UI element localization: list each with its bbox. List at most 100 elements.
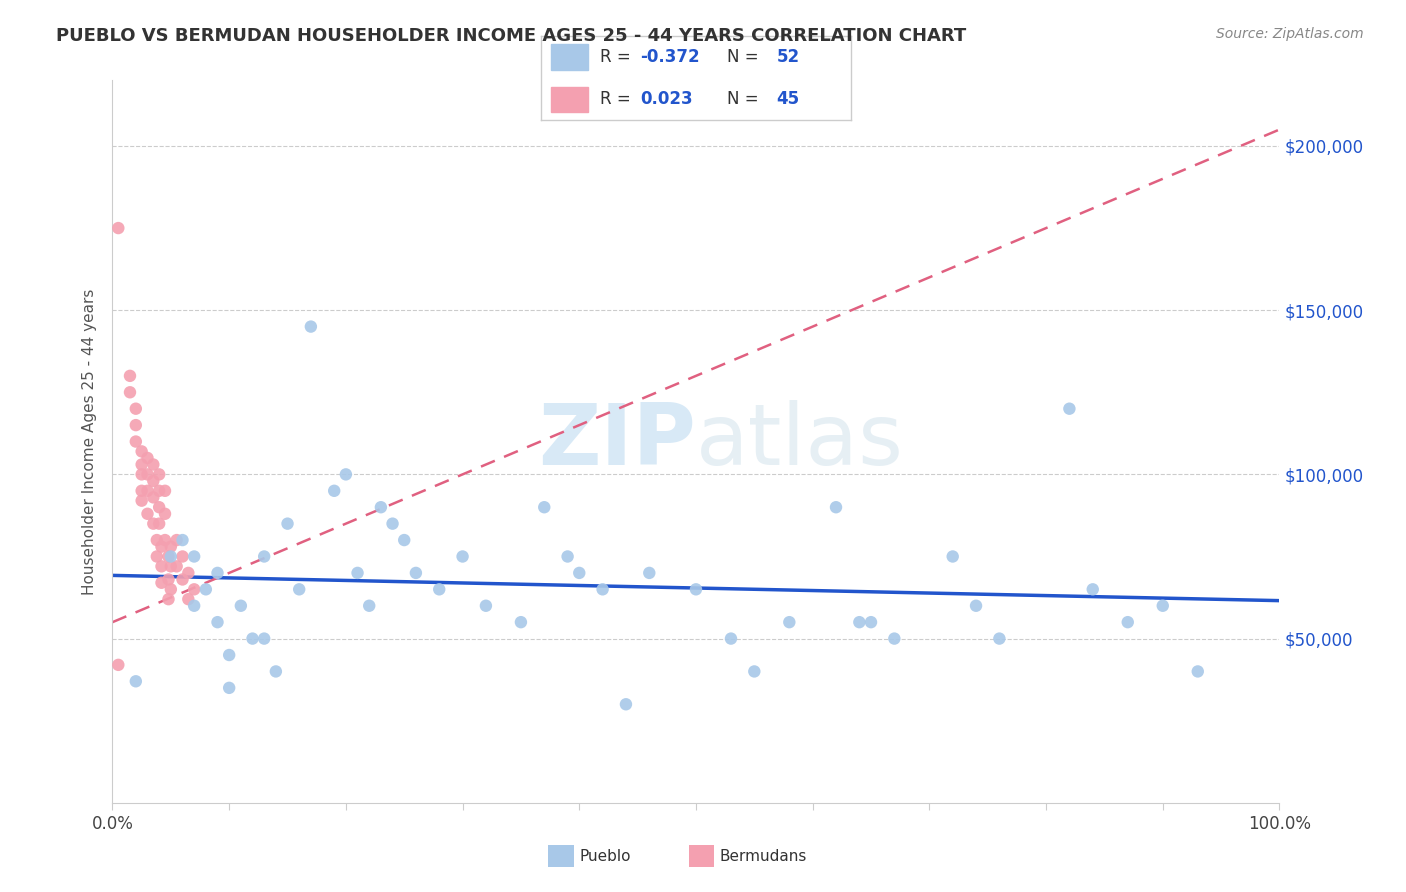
Point [150, 575, 173, 590]
Point [125, 434, 148, 449]
Point [160, 540, 183, 554]
Point [160, 582, 183, 597]
Point [194, 582, 217, 597]
Point [557, 549, 579, 564]
Point [183, 582, 205, 597]
Point [988, 632, 1011, 646]
Point [533, 500, 555, 515]
Point [1081, 582, 1104, 597]
Text: 45: 45 [776, 90, 800, 108]
Point [288, 582, 311, 597]
Point [744, 665, 766, 679]
Point [131, 493, 153, 508]
Point [125, 418, 148, 433]
Point [136, 450, 159, 465]
Point [172, 533, 194, 547]
Point [118, 368, 141, 383]
Point [160, 549, 183, 564]
Point [177, 592, 200, 607]
Bar [551, 87, 588, 112]
Point [207, 566, 229, 580]
Point [1152, 599, 1174, 613]
Point [299, 319, 322, 334]
Point [131, 483, 153, 498]
Point [153, 483, 176, 498]
Text: atlas: atlas [696, 400, 904, 483]
Bar [551, 45, 588, 70]
Point [1187, 665, 1209, 679]
Point [125, 674, 148, 689]
Point [148, 467, 170, 482]
Text: N =: N = [727, 48, 763, 66]
Text: R =: R = [600, 90, 636, 108]
Point [720, 632, 742, 646]
Point [131, 444, 153, 458]
Point [107, 221, 129, 235]
Point [264, 665, 287, 679]
Text: N =: N = [727, 90, 763, 108]
Point [183, 549, 205, 564]
Point [150, 559, 173, 574]
Point [942, 549, 965, 564]
Point [107, 657, 129, 672]
Text: Bermudans: Bermudans [720, 849, 807, 863]
Text: PUEBLO VS BERMUDAN HOUSEHOLDER INCOME AGES 25 - 44 YEARS CORRELATION CHART: PUEBLO VS BERMUDAN HOUSEHOLDER INCOME AG… [56, 27, 966, 45]
Point [394, 533, 416, 547]
Point [136, 507, 159, 521]
Point [131, 467, 153, 482]
Point [153, 533, 176, 547]
Point [883, 632, 905, 646]
Point [638, 566, 661, 580]
Point [218, 681, 240, 695]
Point [157, 549, 180, 564]
Point [207, 615, 229, 630]
Text: ZIP: ZIP [538, 400, 696, 483]
Point [166, 559, 188, 574]
Point [475, 599, 498, 613]
Point [142, 474, 165, 488]
Point [370, 500, 392, 515]
Point [253, 549, 276, 564]
Point [142, 458, 165, 472]
Point [860, 615, 883, 630]
Point [160, 559, 183, 574]
Point [148, 516, 170, 531]
Point [146, 533, 169, 547]
Point [131, 458, 153, 472]
Text: Pueblo: Pueblo [579, 849, 631, 863]
Point [172, 573, 194, 587]
Point [381, 516, 404, 531]
Point [335, 467, 357, 482]
Point [157, 592, 180, 607]
Point [125, 401, 148, 416]
Point [427, 582, 450, 597]
Point [118, 385, 141, 400]
Point [150, 540, 173, 554]
Point [276, 516, 298, 531]
Point [359, 599, 381, 613]
Point [146, 549, 169, 564]
Text: R =: R = [600, 48, 636, 66]
Point [177, 566, 200, 580]
Point [166, 533, 188, 547]
Point [136, 483, 159, 498]
Text: Source: ZipAtlas.com: Source: ZipAtlas.com [1216, 27, 1364, 41]
Y-axis label: Householder Income Ages 25 - 44 years: Householder Income Ages 25 - 44 years [82, 288, 97, 595]
Point [778, 615, 800, 630]
Text: -0.372: -0.372 [640, 48, 700, 66]
Point [148, 500, 170, 515]
Point [157, 573, 180, 587]
Point [614, 698, 637, 712]
Point [825, 500, 848, 515]
Point [153, 507, 176, 521]
Point [136, 467, 159, 482]
Point [592, 582, 614, 597]
Point [218, 648, 240, 662]
Point [242, 632, 264, 646]
Point [148, 483, 170, 498]
Point [568, 566, 591, 580]
Point [965, 599, 987, 613]
Point [183, 599, 205, 613]
Point [229, 599, 252, 613]
Point [451, 549, 474, 564]
